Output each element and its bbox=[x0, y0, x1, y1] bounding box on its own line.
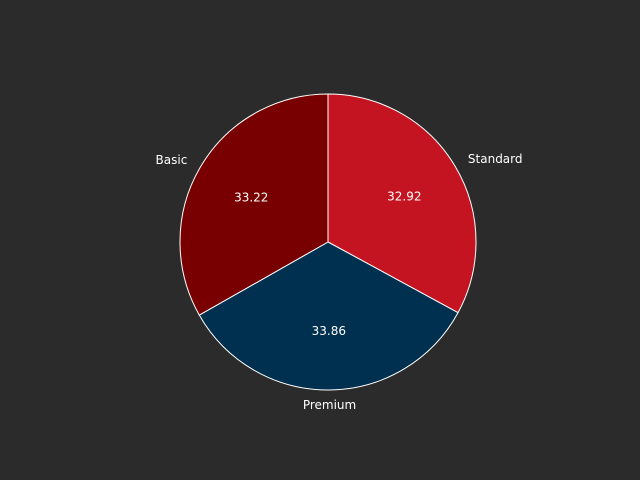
pie-value-labels: 32.92 33.86 33.22 bbox=[234, 190, 421, 338]
pie-slices bbox=[179, 93, 477, 391]
pie-category-label-basic: Basic bbox=[156, 153, 188, 167]
pie-slice-basic bbox=[179, 93, 329, 316]
pie-category-label-premium: Premium bbox=[303, 398, 356, 412]
pie-slice-premium bbox=[198, 241, 459, 391]
pie-category-labels: Standard Premium Basic bbox=[156, 152, 523, 412]
pie-value-label-basic: 33.22 bbox=[234, 190, 268, 204]
pie-slice-standard bbox=[327, 93, 477, 314]
pie-category-label-standard: Standard bbox=[468, 152, 523, 166]
pie-value-label-premium: 33.86 bbox=[312, 324, 346, 338]
pie-value-label-standard: 32.92 bbox=[387, 190, 421, 204]
